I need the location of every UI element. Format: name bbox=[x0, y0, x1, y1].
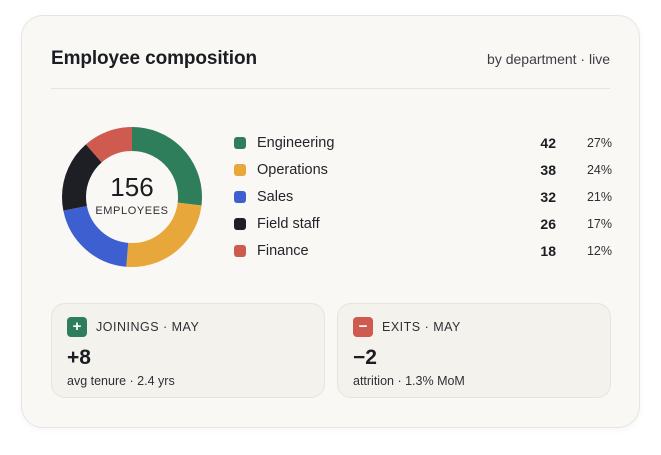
legend-percent: 24% bbox=[586, 162, 612, 177]
finance-swatch bbox=[234, 244, 246, 257]
total-employees-label: EMPLOYEES bbox=[95, 205, 169, 217]
joinings-label: JOININGS · MAY bbox=[96, 320, 200, 334]
card-title: Employee composition bbox=[51, 48, 257, 69]
employee-composition-card: Employee composition by department · liv… bbox=[21, 15, 640, 428]
card-subtitle: by department · live bbox=[487, 51, 610, 67]
donut-svg bbox=[62, 127, 202, 267]
legend-row-sales: Sales 32 21% bbox=[232, 183, 612, 210]
total-employees-value: 156 bbox=[110, 172, 154, 202]
engineering-swatch bbox=[234, 136, 246, 149]
field-staff-swatch bbox=[234, 217, 246, 230]
sales-swatch bbox=[234, 190, 246, 203]
card-header: Employee composition by department · liv… bbox=[51, 44, 610, 74]
legend-percent: 12% bbox=[586, 243, 612, 258]
minus-icon: − bbox=[353, 317, 373, 337]
legend-row-engineering: Engineering 42 27% bbox=[232, 129, 612, 156]
legend-count: 38 bbox=[540, 161, 556, 178]
legend-percent: 27% bbox=[586, 135, 612, 150]
legend-count: 26 bbox=[540, 215, 556, 232]
legend-row-field-staff: Field staff 26 17% bbox=[232, 210, 612, 237]
legend-count: 42 bbox=[540, 134, 556, 151]
joinings-stat-card: + JOININGS · MAY +8 avg tenure · 2.4 yrs bbox=[51, 303, 325, 398]
donut-slice-finance bbox=[62, 127, 202, 267]
exits-label: EXITS · MAY bbox=[382, 320, 461, 334]
exits-note: attrition · 1.3% MoM bbox=[353, 374, 465, 388]
legend-name: Finance bbox=[257, 242, 309, 259]
joinings-note: avg tenure · 2.4 yrs bbox=[67, 374, 175, 388]
legend-percent: 17% bbox=[586, 216, 612, 231]
legend-count: 32 bbox=[540, 188, 556, 205]
joinings-stat-header: + JOININGS · MAY bbox=[67, 317, 199, 337]
plus-icon: + bbox=[67, 317, 87, 337]
department-legend: Engineering 42 27% Operations 38 24% Sal… bbox=[232, 129, 612, 264]
donut-slice-field-staff bbox=[62, 127, 202, 267]
legend-percent: 21% bbox=[586, 189, 612, 204]
joinings-value: +8 bbox=[67, 346, 91, 369]
header-divider bbox=[51, 88, 610, 89]
donut-chart: 156 EMPLOYEES bbox=[60, 125, 204, 269]
exits-stat-header: − EXITS · MAY bbox=[353, 317, 461, 337]
legend-name: Engineering bbox=[257, 134, 335, 151]
legend-name: Sales bbox=[257, 188, 294, 205]
donut-center: 156 EMPLOYEES bbox=[60, 125, 204, 269]
legend-row-finance: Finance 18 12% bbox=[232, 237, 612, 264]
donut-slice-operations bbox=[62, 127, 202, 267]
legend-name: Field staff bbox=[257, 215, 320, 232]
exits-stat-card: − EXITS · MAY −2 attrition · 1.3% MoM bbox=[337, 303, 611, 398]
operations-swatch bbox=[234, 163, 246, 176]
legend-row-operations: Operations 38 24% bbox=[232, 156, 612, 183]
legend-name: Operations bbox=[257, 161, 328, 178]
exits-value: −2 bbox=[353, 346, 377, 369]
legend-count: 18 bbox=[540, 242, 556, 259]
